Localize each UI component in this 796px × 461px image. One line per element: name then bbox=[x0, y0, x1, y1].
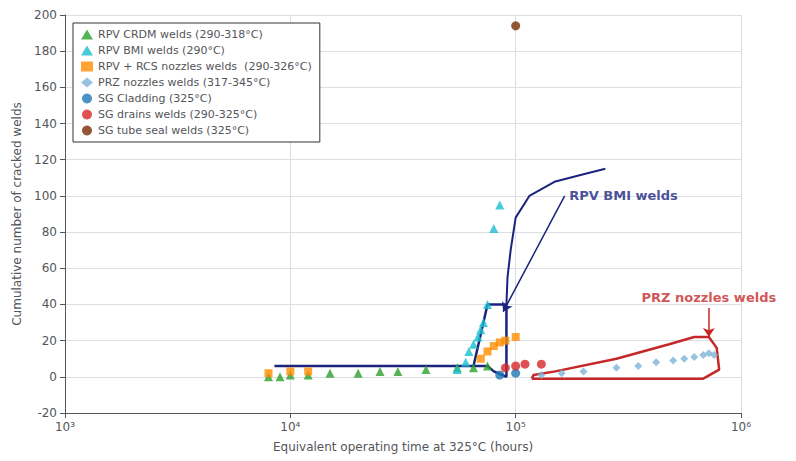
svg-text:180: 180 bbox=[34, 44, 57, 58]
svg-text:RPV BMI welds: RPV BMI welds bbox=[569, 188, 678, 203]
svg-text:0: 0 bbox=[49, 370, 57, 384]
svg-text:40: 40 bbox=[42, 297, 57, 311]
svg-text:10³: 10³ bbox=[55, 420, 75, 434]
svg-text:SG tube seal welds (325°C): SG tube seal welds (325°C) bbox=[98, 124, 249, 137]
svg-text:SG drains welds (290-325°C): SG drains welds (290-325°C) bbox=[98, 108, 257, 121]
svg-text:20: 20 bbox=[42, 334, 57, 348]
svg-text:RPV + RCS nozzles welds (290-: RPV + RCS nozzles welds (290-326°C) bbox=[98, 60, 312, 73]
svg-text:80: 80 bbox=[42, 225, 57, 239]
svg-text:Equivalent operating time at 3: Equivalent operating time at 325°C (hour… bbox=[273, 440, 533, 454]
svg-text:RPV CRDM welds (290-318°C): RPV CRDM welds (290-318°C) bbox=[98, 28, 263, 41]
svg-text:60: 60 bbox=[42, 261, 57, 275]
svg-text:Cumulative number of cracked w: Cumulative number of cracked welds bbox=[10, 102, 24, 326]
svg-text:RPV BMI welds (290°C): RPV BMI welds (290°C) bbox=[98, 44, 225, 57]
svg-text:120: 120 bbox=[34, 153, 57, 167]
svg-text:140: 140 bbox=[34, 117, 57, 131]
svg-text:SG Cladding (325°C): SG Cladding (325°C) bbox=[98, 92, 212, 105]
svg-text:160: 160 bbox=[34, 80, 57, 94]
svg-text:100: 100 bbox=[34, 189, 57, 203]
svg-text:PRZ nozzles welds: PRZ nozzles welds bbox=[642, 290, 777, 305]
svg-text:10⁴: 10⁴ bbox=[280, 420, 300, 434]
svg-text:-20: -20 bbox=[37, 406, 57, 420]
svg-text:10⁵: 10⁵ bbox=[506, 420, 526, 434]
svg-text:10⁶: 10⁶ bbox=[731, 420, 751, 434]
svg-text:PRZ nozzles welds (317-345°C): PRZ nozzles welds (317-345°C) bbox=[98, 76, 270, 89]
svg-text:200: 200 bbox=[34, 8, 57, 22]
